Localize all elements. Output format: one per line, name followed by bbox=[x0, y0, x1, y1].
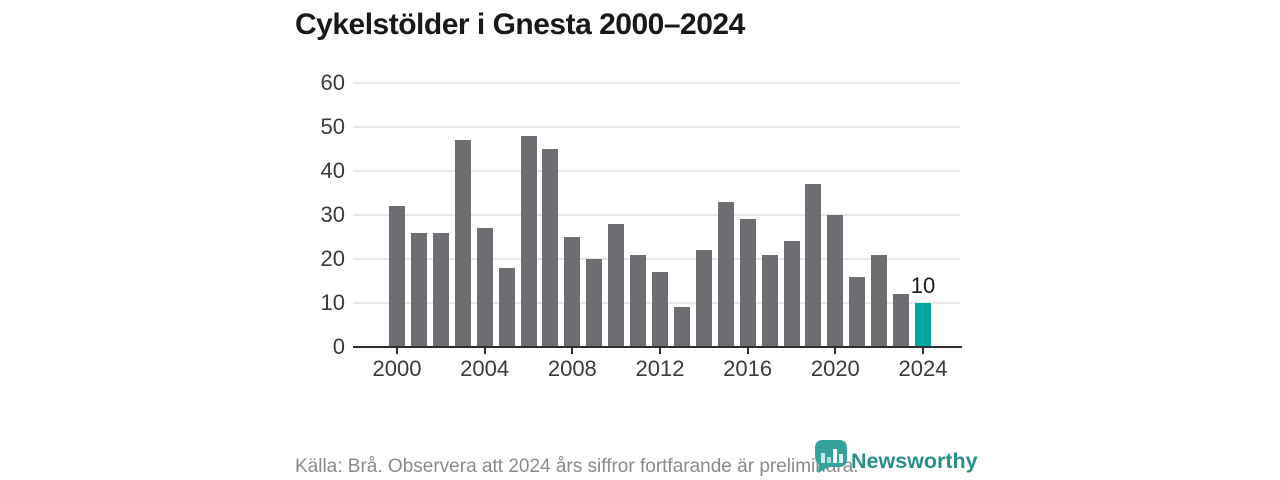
bar-2021 bbox=[849, 276, 866, 347]
x-axis-line bbox=[353, 345, 962, 348]
bar-2016 bbox=[739, 219, 756, 347]
bar-2013 bbox=[673, 307, 690, 347]
logo-text: Newsworthy bbox=[851, 449, 978, 473]
newsworthy-logo: Newsworthy bbox=[815, 440, 978, 473]
bar-2014 bbox=[695, 250, 712, 347]
x-tick-2024 bbox=[922, 348, 924, 354]
x-tick-2016 bbox=[746, 348, 749, 354]
bar-2005 bbox=[498, 267, 515, 347]
bar-2019 bbox=[805, 184, 822, 347]
bar-2009 bbox=[586, 259, 603, 347]
x-axis-label-2000: 2000 bbox=[372, 356, 422, 381]
chart-title: Cykelstölder i Gnesta 2000–2024 bbox=[295, 8, 745, 41]
x-axis-label-2016: 2016 bbox=[723, 356, 773, 381]
x-tick-2004 bbox=[483, 348, 486, 354]
x-axis-label-2008: 2008 bbox=[547, 356, 597, 381]
x-axis-label-2004: 2004 bbox=[460, 356, 510, 381]
bar-2001 bbox=[410, 232, 427, 347]
bar-2002 bbox=[432, 232, 449, 347]
bar-2020 bbox=[827, 215, 844, 347]
gridline-60 bbox=[353, 82, 960, 84]
bar-2018 bbox=[783, 241, 800, 347]
gridline-50 bbox=[353, 126, 960, 128]
bar-2000 bbox=[389, 206, 405, 347]
x-axis-label-2012: 2012 bbox=[635, 356, 685, 381]
bar-2012 bbox=[652, 272, 668, 347]
x-tick-2000 bbox=[396, 348, 398, 354]
y-axis-label-50: 50 bbox=[320, 114, 345, 139]
bar-2022 bbox=[871, 254, 888, 347]
bar-2011 bbox=[630, 254, 647, 347]
bar-2008 bbox=[564, 237, 581, 347]
gridline-30 bbox=[353, 214, 960, 216]
speech-bubble-shape bbox=[815, 440, 847, 473]
x-tick-2020 bbox=[834, 348, 837, 354]
bar-2015 bbox=[717, 201, 734, 347]
bar-2007 bbox=[542, 149, 559, 347]
bar-2010 bbox=[608, 223, 625, 347]
source-note: Källa: Brå. Observera att 2024 års siffr… bbox=[295, 456, 859, 477]
gridline-20 bbox=[353, 258, 960, 260]
bar-2003 bbox=[454, 140, 471, 347]
bar-2023 bbox=[893, 294, 910, 347]
bar-2024 bbox=[915, 303, 931, 347]
bar-2006 bbox=[520, 135, 537, 347]
bar-chart: 0 10 20 30 40 50 60 2000 2004 2008 2012 2016 2020 202… bbox=[321, 70, 962, 381]
y-axis-label-20: 20 bbox=[320, 246, 345, 271]
x-axis-label-2020: 2020 bbox=[810, 356, 860, 381]
x-tick-2008 bbox=[571, 348, 574, 354]
x-tick-2012 bbox=[659, 348, 661, 354]
y-axis-label-40: 40 bbox=[320, 158, 345, 183]
y-axis-label-30: 30 bbox=[320, 202, 345, 227]
bar-2004 bbox=[476, 228, 493, 347]
gridline-40 bbox=[353, 170, 960, 172]
bar-chart-speech-bubble-icon bbox=[815, 440, 847, 473]
y-axis-label-60: 60 bbox=[320, 70, 345, 95]
highlight-value-label: 10 bbox=[910, 273, 936, 298]
y-axis-label-0: 0 bbox=[332, 334, 345, 359]
bar-2017 bbox=[761, 254, 778, 347]
y-axis-label-10: 10 bbox=[320, 290, 345, 315]
x-axis-label-2024: 2024 bbox=[898, 356, 948, 381]
